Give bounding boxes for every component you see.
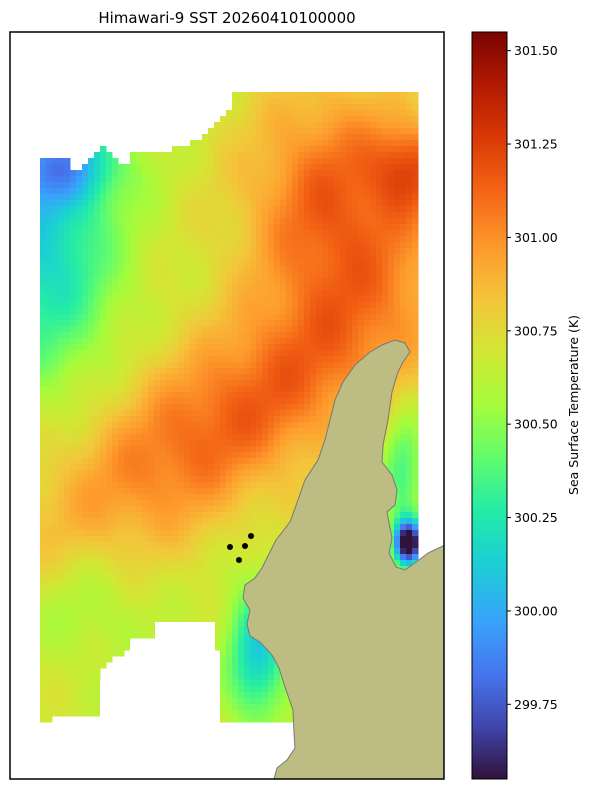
map-panel <box>40 92 444 779</box>
colorbar-tick-label: 300.00 <box>514 603 558 618</box>
colorbar-tick-label: 299.75 <box>514 697 558 712</box>
chart-title: Himawari-9 SST 20260410100000 <box>98 9 355 27</box>
colorbar-tick-label: 300.50 <box>514 417 558 432</box>
station-points <box>227 533 254 563</box>
colorbar-tick-label: 301.00 <box>514 230 558 245</box>
station-point <box>236 557 242 563</box>
colorbar-gradient <box>471 31 508 780</box>
colorbar-tick-label: 301.25 <box>514 137 558 152</box>
colorbar: 299.75 300.00 300.25 300.50 300.75 301.00 301.… <box>471 31 581 780</box>
station-point <box>248 533 254 539</box>
land-mass <box>242 339 444 779</box>
station-point <box>242 543 248 549</box>
colorbar-ticks: 299.75 300.00 300.25 300.50 300.75 301.00 301.… <box>507 43 558 712</box>
colorbar-tick-label: 300.75 <box>514 323 558 338</box>
colorbar-tick-label: 301.50 <box>514 43 558 58</box>
colorbar-label: Sea Surface Temperature (K) <box>566 315 581 495</box>
map-frame <box>9 31 445 780</box>
station-point <box>227 544 233 550</box>
colorbar-tick-label: 300.25 <box>514 510 558 525</box>
